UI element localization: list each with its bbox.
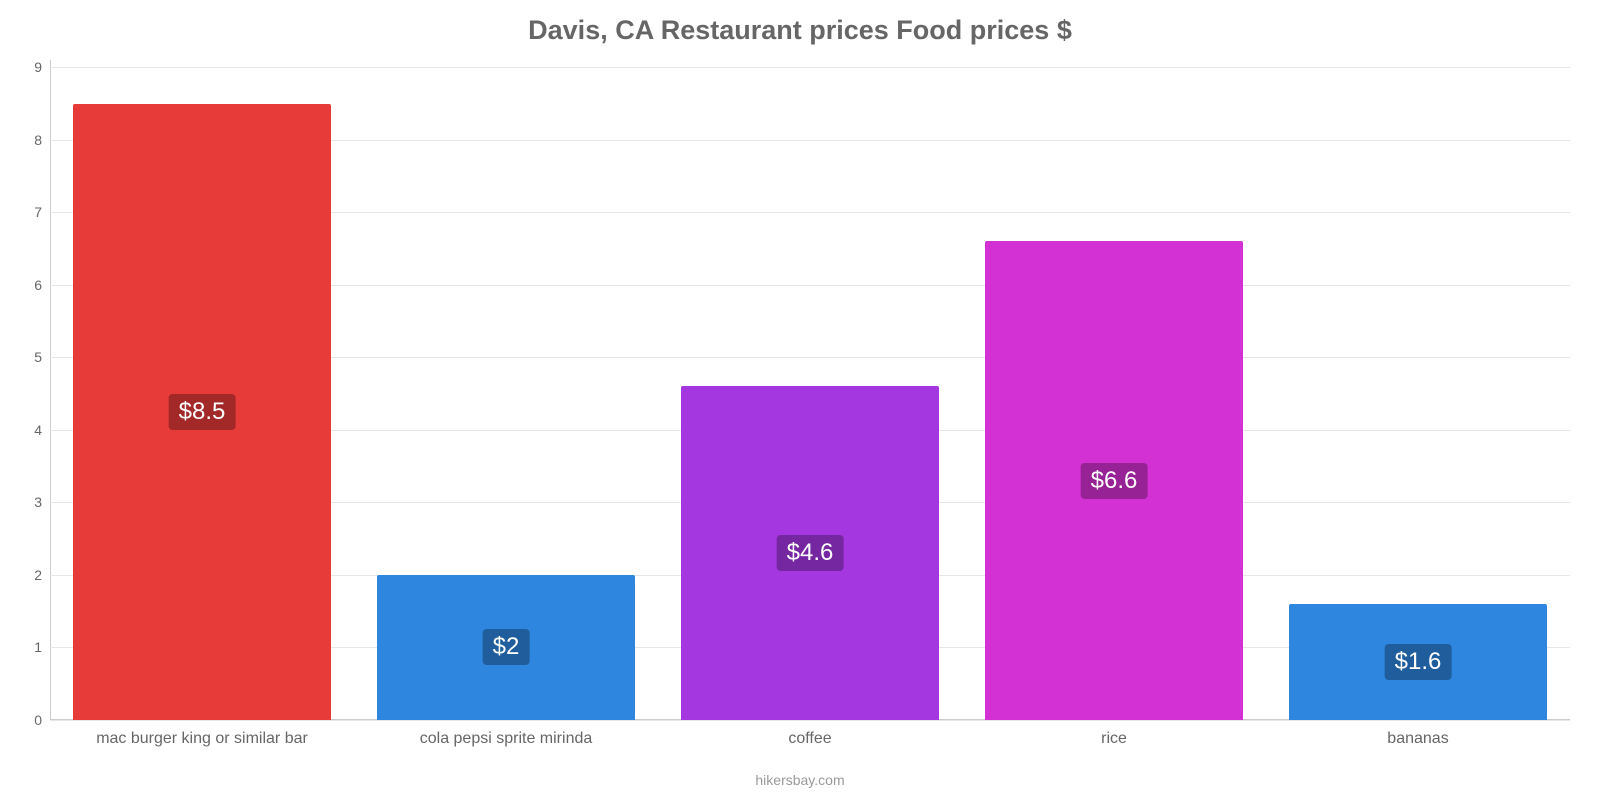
- y-tick-label: 7: [34, 204, 42, 220]
- y-tick-label: 3: [34, 494, 42, 510]
- bar: $2: [377, 575, 635, 720]
- bar-value-label: $1.6: [1385, 644, 1452, 680]
- x-category-label: mac burger king or similar bar: [96, 730, 308, 748]
- y-tick-label: 2: [34, 567, 42, 583]
- x-category-label: rice: [1101, 730, 1127, 748]
- bar-value-label: $2: [483, 629, 530, 665]
- grid-line: [50, 720, 1570, 721]
- y-tick-label: 4: [34, 422, 42, 438]
- bar: $8.5: [73, 104, 331, 720]
- bar: $4.6: [681, 386, 939, 720]
- bar-value-label: $6.6: [1081, 463, 1148, 499]
- plot-area: $8.5$2$4.6$6.6$1.6 0123456789mac burger …: [50, 60, 1570, 720]
- bar-value-label: $8.5: [169, 394, 236, 430]
- y-tick-label: 6: [34, 277, 42, 293]
- y-tick-label: 1: [34, 639, 42, 655]
- bar-value-label: $4.6: [777, 535, 844, 571]
- x-category-label: bananas: [1387, 730, 1448, 748]
- x-category-label: cola pepsi sprite mirinda: [420, 730, 593, 748]
- chart-title: Davis, CA Restaurant prices Food prices …: [0, 0, 1600, 46]
- y-tick-label: 0: [34, 712, 42, 728]
- y-tick-label: 5: [34, 349, 42, 365]
- y-tick-label: 8: [34, 132, 42, 148]
- bar: $6.6: [985, 241, 1243, 720]
- y-tick-label: 9: [34, 59, 42, 75]
- bars-container: $8.5 $2 $4.6 $6.6 $1.6: [50, 60, 1570, 720]
- bar: $1.6: [1289, 604, 1547, 720]
- x-category-label: coffee: [788, 730, 831, 748]
- x-axis-title: hikersbay.com: [755, 772, 844, 788]
